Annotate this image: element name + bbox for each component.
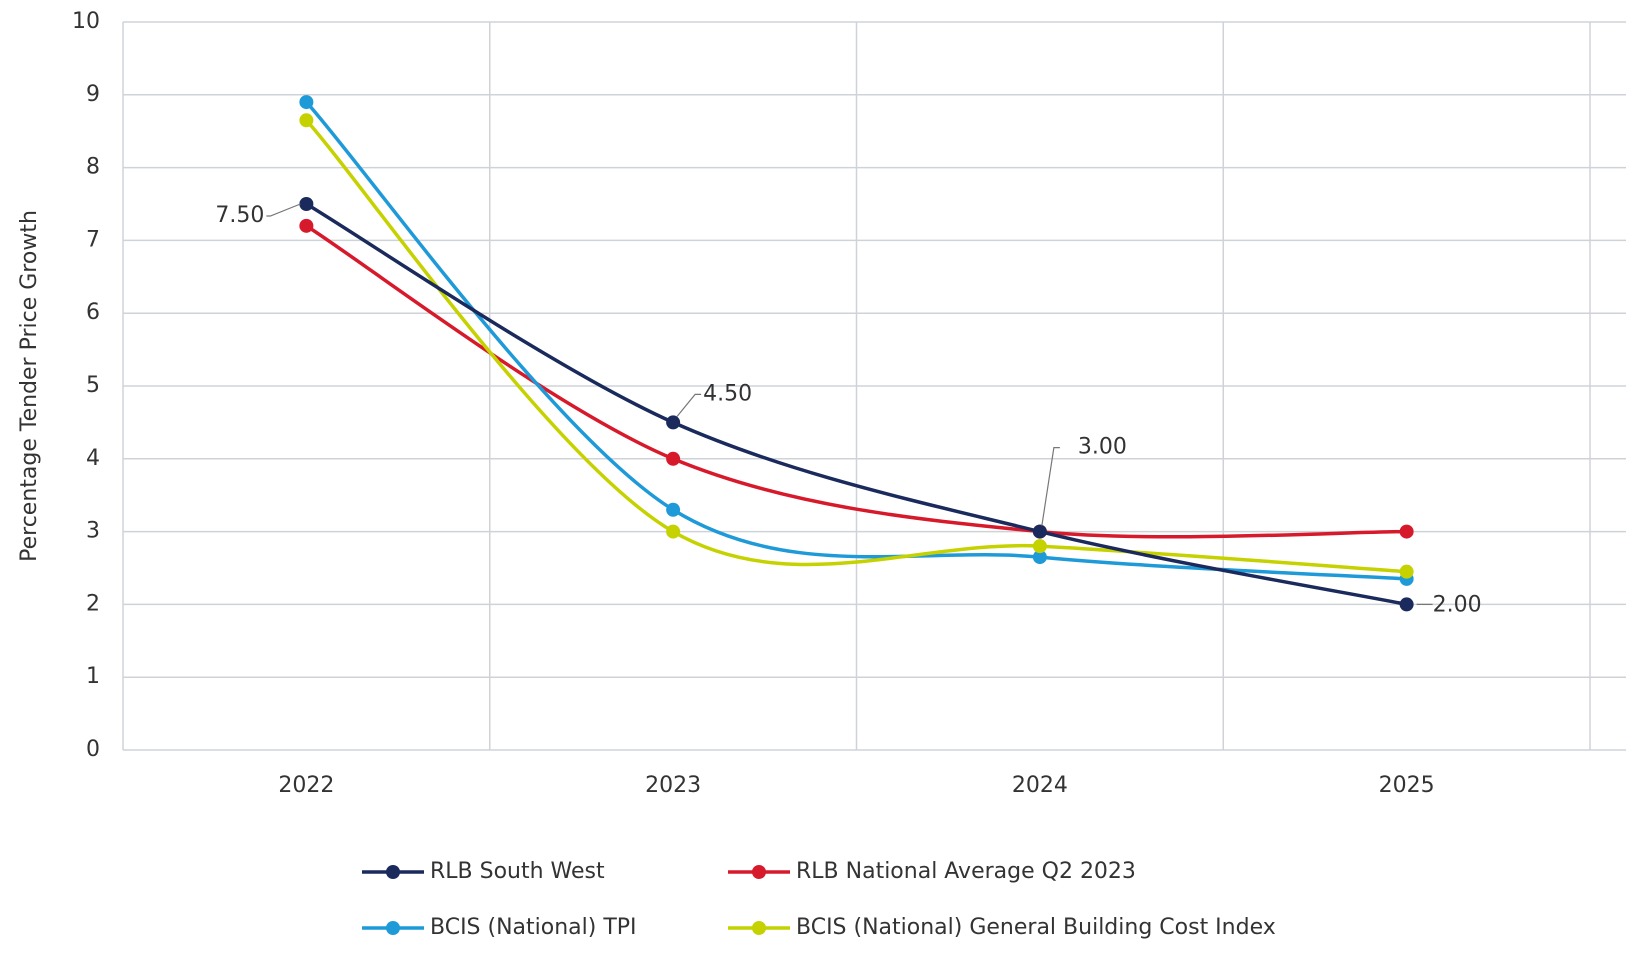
data-point	[299, 218, 314, 233]
data-point	[299, 95, 314, 110]
data-point	[1032, 550, 1047, 565]
data-point	[666, 415, 681, 430]
data-label: 7.50	[215, 203, 264, 228]
series-line	[305, 224, 1407, 539]
data-point	[1399, 524, 1414, 539]
legend-marker	[386, 921, 400, 935]
y-tick-label: 7	[86, 227, 100, 252]
data-point	[1032, 524, 1047, 539]
data-point	[666, 451, 681, 466]
x-tick-label: 2025	[1379, 773, 1435, 798]
data-label: 3.00	[1078, 435, 1127, 460]
legend-label: RLB South West	[430, 859, 605, 884]
legend-label: BCIS (National) TPI	[430, 915, 637, 940]
y-tick-label: 1	[86, 664, 100, 689]
y-tick-label: 9	[86, 82, 100, 107]
series-line	[305, 119, 1407, 574]
label-leader	[676, 393, 702, 417]
data-label: 2.00	[1433, 592, 1482, 617]
data-point	[1399, 564, 1414, 579]
legend-marker	[752, 921, 766, 935]
y-tick-label: 4	[86, 446, 100, 471]
y-axis-title: Percentage Tender Price Growth	[17, 210, 42, 562]
data-point	[299, 197, 314, 211]
x-tick-label: 2024	[1012, 773, 1068, 798]
y-tick-label: 10	[72, 9, 100, 34]
y-tick-label: 5	[86, 373, 100, 398]
data-point	[1032, 539, 1047, 554]
legend-marker	[752, 865, 766, 879]
x-tick-label: 2022	[278, 773, 334, 798]
legend-label: BCIS (National) General Building Cost In…	[796, 915, 1276, 940]
label-leader	[1041, 447, 1060, 526]
y-tick-label: 0	[86, 737, 100, 762]
data-point	[1399, 597, 1414, 612]
y-tick-label: 8	[86, 155, 100, 180]
data-label: 4.50	[703, 381, 752, 406]
series-line	[305, 202, 1407, 607]
label-leader	[266, 203, 301, 217]
legend-label: RLB National Average Q2 2023	[796, 859, 1136, 884]
data-point	[666, 524, 681, 539]
y-tick-label: 3	[86, 519, 100, 544]
y-tick-label: 2	[86, 591, 100, 616]
data-point	[666, 502, 681, 517]
legend-marker	[386, 865, 400, 879]
x-tick-label: 2023	[645, 773, 701, 798]
data-point	[299, 113, 314, 128]
y-tick-label: 6	[86, 300, 100, 325]
